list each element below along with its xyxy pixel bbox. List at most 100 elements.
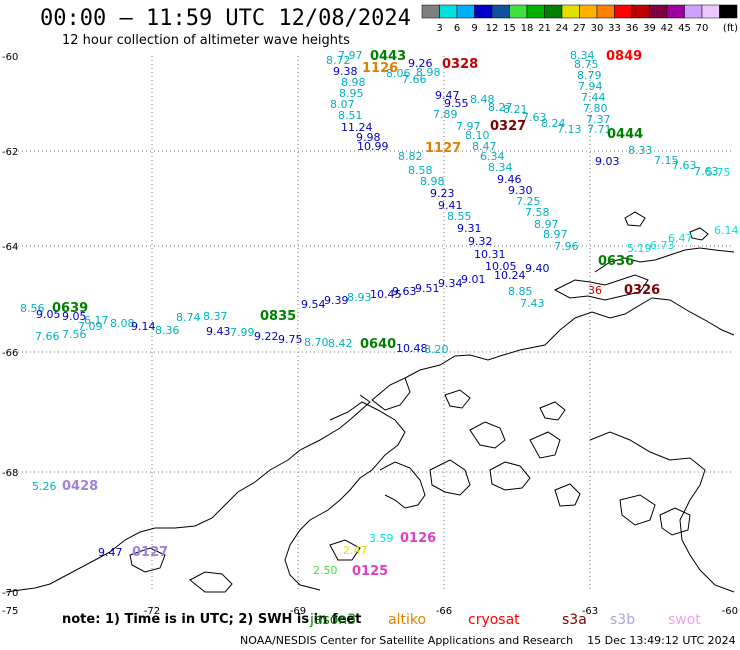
wave-height-label: 8.85 xyxy=(508,285,533,298)
coastline-segment xyxy=(689,227,709,241)
lat-label: -62 xyxy=(2,147,18,158)
pass-time-label: 1127 xyxy=(425,141,461,156)
wave-height-label: 7.97 xyxy=(456,120,481,133)
wave-height-label: 9.43 xyxy=(206,325,231,338)
wave-height-label: 8.56 xyxy=(20,302,45,315)
colorbar-tick: 70 xyxy=(696,23,709,34)
colorbar-swatch xyxy=(631,4,650,19)
wave-height-label: 8.93 xyxy=(347,291,372,304)
wave-height-label: 7.99 xyxy=(230,326,255,339)
pass-time-label: 0428 xyxy=(62,479,98,494)
pass-time-label: 0326 xyxy=(624,283,660,298)
lon-label: -72 xyxy=(144,606,160,617)
wave-height-label: 8.58 xyxy=(408,164,433,177)
coastline-segment xyxy=(589,431,735,593)
colorbar-tick: 12 xyxy=(486,23,499,34)
wave-height-label: 7.71 xyxy=(587,123,612,136)
wave-height-label: 10.99 xyxy=(357,140,389,153)
coastline-segment xyxy=(554,483,581,507)
wave-height-label: 8.70 xyxy=(304,336,329,349)
colorbar-swatch xyxy=(719,4,738,19)
pass-time-label: 0327 xyxy=(490,119,526,134)
footer-credit: NOAA/NESDIS Center for Satellite Applica… xyxy=(240,634,736,647)
lon-label: -66 xyxy=(436,606,452,617)
wave-height-label: 7.63 xyxy=(694,165,719,178)
wave-height-label: 7.63 xyxy=(672,159,697,172)
satellite-altiko: altiko xyxy=(388,612,427,628)
colorbar-swatch xyxy=(526,4,545,19)
wave-height-label: 11.24 xyxy=(341,121,373,134)
colorbar-swatch xyxy=(544,4,563,19)
colorbar-tick: 33 xyxy=(608,23,621,34)
wave-height-label: 9.05 xyxy=(62,310,87,323)
pass-time-label: 1126 xyxy=(362,61,398,76)
wave-height-label: 7.43 xyxy=(520,297,545,310)
colorbar-swatch xyxy=(579,4,598,19)
pass-time-label: 0328 xyxy=(442,57,478,72)
wave-height-label: 8.98 xyxy=(420,175,445,188)
pass-time-label: 0835 xyxy=(260,309,296,324)
wave-height-label: 9.51 xyxy=(415,282,440,295)
track-0328: 9.268.06 8.987.669.479.557.897.978.108.47… xyxy=(386,57,579,253)
wave-height-label: 8.06 xyxy=(386,67,411,80)
satellite-cryosat: cryosat xyxy=(468,612,520,628)
wave-height-label: 9.32 xyxy=(468,235,493,248)
wave-height-label: 9.63 xyxy=(392,285,417,298)
colorbar-tick: 27 xyxy=(573,23,586,34)
generated-timestamp: 15 Dec 13:49:12 UTC 2024 xyxy=(587,634,736,647)
wave-height-label: 9.55 xyxy=(444,97,469,110)
wave-height-label: 8.21 xyxy=(503,103,528,116)
lon-label: -75 xyxy=(2,606,18,617)
colorbar-tick: 9 xyxy=(471,23,477,34)
coastline-segment xyxy=(539,401,566,421)
satellite-jason3: jason3 xyxy=(310,612,357,628)
wave-height-label: 8.82 xyxy=(398,150,423,163)
colorbar-tick: 21 xyxy=(538,23,551,34)
colorbar-unit: (ft) xyxy=(723,23,738,34)
colorbar-tick: 24 xyxy=(556,23,569,34)
wave-height-label: 7.94 xyxy=(578,80,603,93)
wave-height-label: 9.14 xyxy=(131,320,156,333)
wave-height-label: 9.54 xyxy=(301,298,326,311)
wave-height-label: 7.58 xyxy=(525,206,550,219)
colorbar-swatch xyxy=(561,4,580,19)
track-0125: 2.50 0125 xyxy=(313,564,388,579)
wave-height-label: 7.80 xyxy=(583,102,608,115)
coastline-segment xyxy=(5,394,371,593)
wave-height-label: 8.07 xyxy=(330,98,355,111)
coastline-segment xyxy=(659,507,691,536)
colorbar-tick: 18 xyxy=(521,23,534,34)
wave-height-label: 7.97 xyxy=(338,49,363,62)
wave-height-label: 7.37 xyxy=(586,113,611,126)
colorbar-swatch xyxy=(596,4,615,19)
wave-height-label: 2.47 xyxy=(343,544,368,557)
colorbar-swatch xyxy=(509,4,528,19)
coastline xyxy=(5,211,735,593)
wave-height-label: 8.27 xyxy=(488,101,513,114)
wave-height-label: 7.13 xyxy=(557,123,582,136)
colorbar-swatch xyxy=(701,4,720,19)
pass-time-label: 0443 xyxy=(370,49,406,64)
wave-height-label: 7.15 xyxy=(654,154,679,167)
pass-time-label: 0640 xyxy=(360,337,396,352)
wave-height-label: 9.31 xyxy=(457,222,482,235)
axis-labels: -60 -62 -64 -66 -68 -70 -75 -72 -69 -66 -63 -60 xyxy=(2,52,738,617)
wave-height-label: 8.75 xyxy=(574,58,599,71)
wave-height-label: 8.97 xyxy=(543,228,568,241)
wave-height-label: 8.37 xyxy=(203,310,228,323)
lon-label: -63 xyxy=(582,606,598,617)
wave-height-label: 8.79 xyxy=(577,69,602,82)
wave-height-label: 9.30 xyxy=(508,184,533,197)
wave-height-label: 10.05 xyxy=(485,260,517,273)
footer-note: note: 1) Time is in UTC; 2) SWH is in fe… xyxy=(62,612,362,627)
wave-height-label: 7.63 xyxy=(522,111,547,124)
track-1127: 1127 xyxy=(425,141,461,156)
wave-height-label: 8.72 xyxy=(326,54,351,67)
wave-height-label: 7.09 xyxy=(78,320,103,333)
wave-height-label: 8.98 xyxy=(341,76,366,89)
color-bar: 3 6 9 12 15 18 21 24 27 30 33 36 39 42 45 70 (ft) xyxy=(421,4,738,34)
wave-height-label: 3.59 xyxy=(369,532,394,545)
wave-height-label: 9.98 xyxy=(356,131,381,144)
wave-height-label: 9.05 xyxy=(36,308,61,321)
